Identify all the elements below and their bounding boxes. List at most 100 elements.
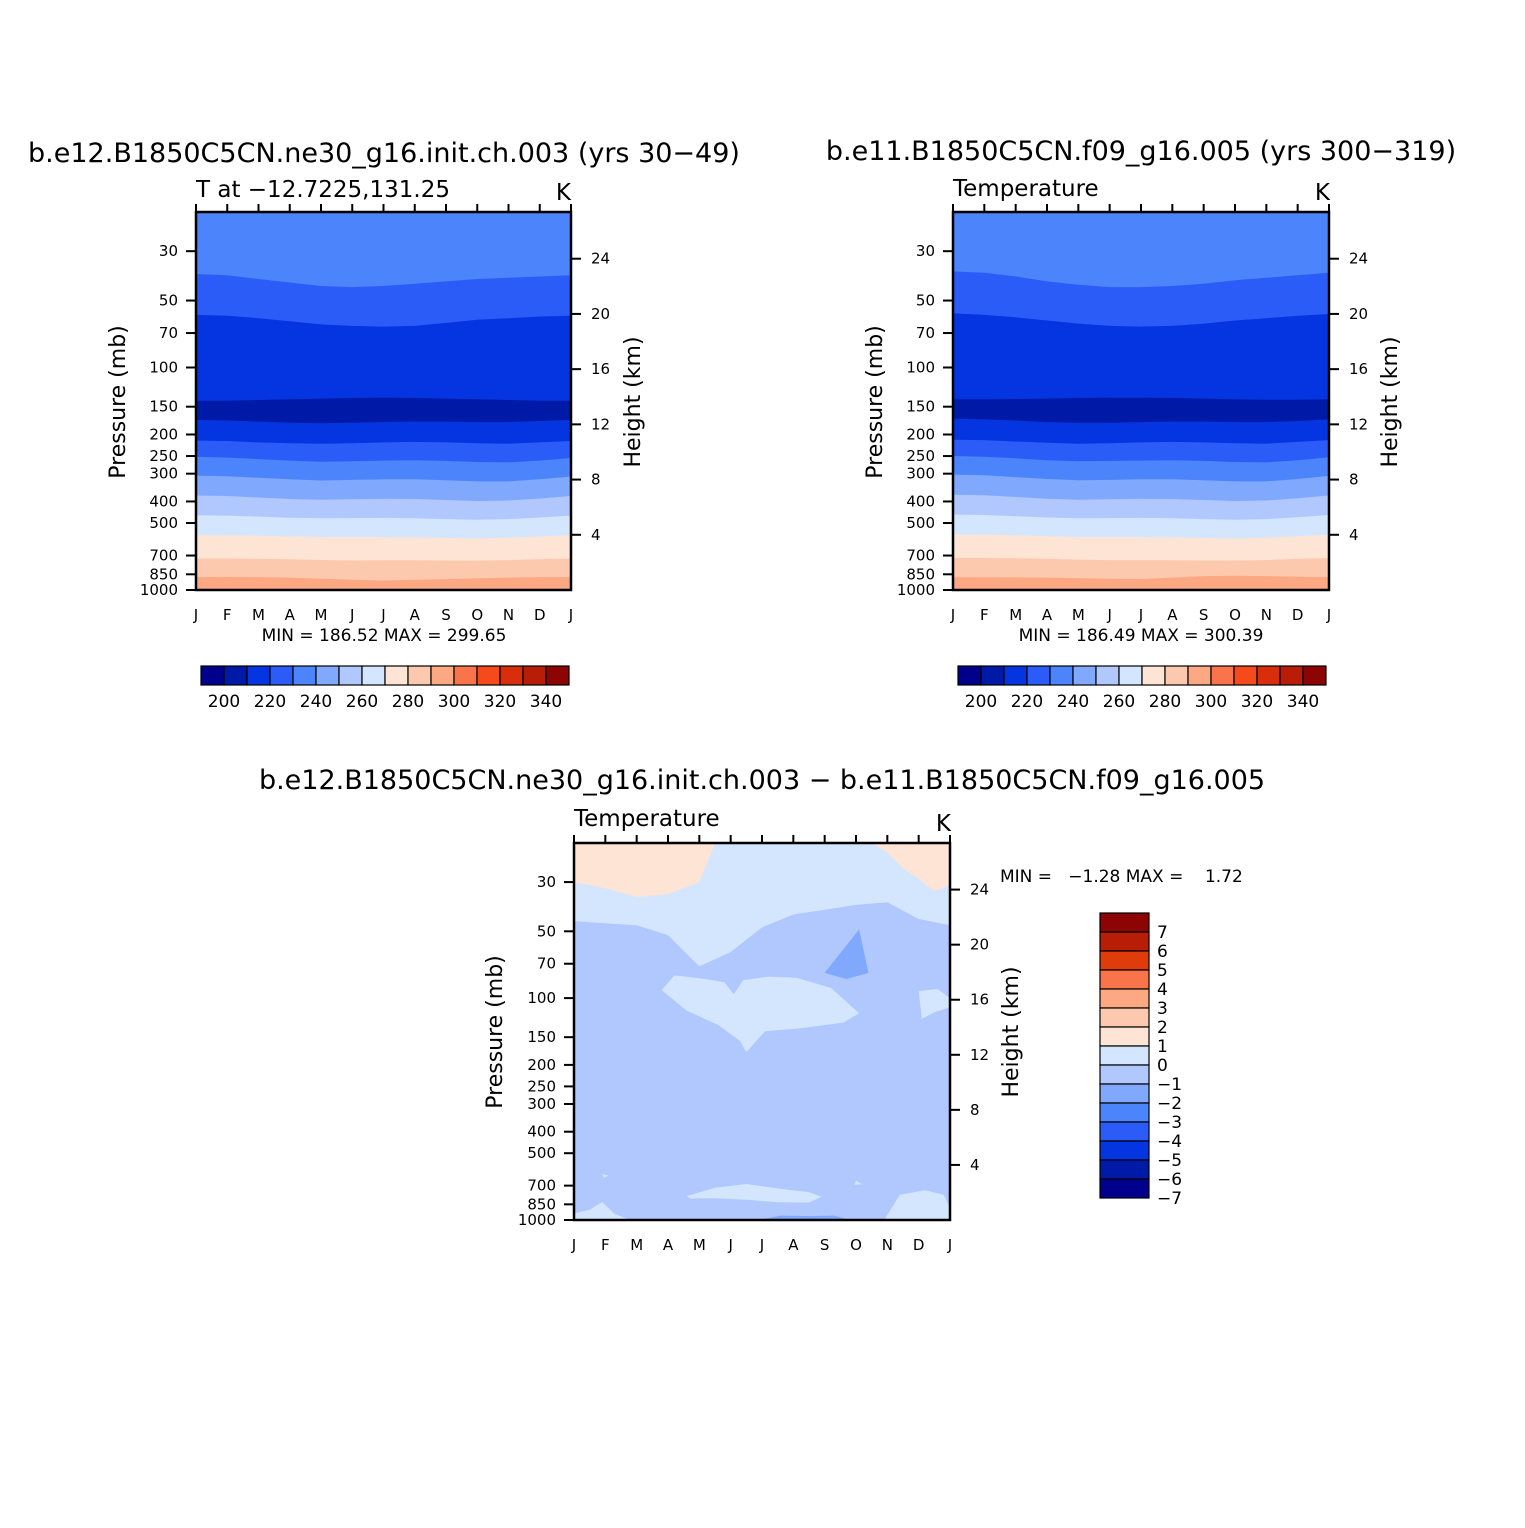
panel-3-contour-region bbox=[686, 1184, 822, 1203]
panel-2-x-tick-label: J bbox=[1326, 606, 1331, 624]
panel-2-x-tick-label: M bbox=[1009, 606, 1022, 624]
panel-1-y2-tick-label: 8 bbox=[591, 471, 601, 489]
panel-1-band bbox=[196, 576, 571, 590]
panel-3-contour-region bbox=[854, 1180, 863, 1185]
panel-1-x-tick-label: J bbox=[380, 606, 385, 624]
colorbar-box bbox=[1256, 665, 1281, 686]
panel-1-title: b.e12.B1850C5CN.ne30_g16.init.ch.003 (yr… bbox=[28, 138, 740, 169]
panel-3-contour-region bbox=[884, 1190, 950, 1220]
panel-1-x-tick-label: S bbox=[441, 606, 451, 624]
panel-1-fills bbox=[196, 212, 571, 590]
panel-1-y2-axis-label: Height (km) bbox=[621, 336, 646, 467]
colorbar-box bbox=[1099, 1102, 1150, 1123]
panel-3-x-tick-label: J bbox=[947, 1236, 952, 1254]
colorbar-box bbox=[957, 665, 982, 686]
panel-2-x-tick-label: J bbox=[1138, 606, 1143, 624]
colorbar-box bbox=[1049, 665, 1074, 686]
panel-3-y-tick-label: 700 bbox=[527, 1177, 556, 1195]
panel-1-y-tick-label: 200 bbox=[149, 425, 178, 443]
panel-3-x-tick-label: A bbox=[663, 1236, 674, 1254]
panel-3-y2-tick-label: 12 bbox=[970, 1046, 989, 1064]
panel-3-y-tick-label: 300 bbox=[527, 1095, 556, 1113]
colorbar-label: −3 bbox=[1157, 1113, 1182, 1133]
panel-3-y-tick-label: 500 bbox=[527, 1144, 556, 1162]
panel-2-y2-tick-label: 20 bbox=[1349, 305, 1368, 323]
colorbar-box bbox=[1099, 931, 1150, 952]
panel-2-y-axis-label: Pressure (mb) bbox=[863, 325, 888, 479]
panel-3-title: b.e12.B1850C5CN.ne30_g16.init.ch.003 − b… bbox=[259, 765, 1265, 796]
panel-1-y-tick-label: 700 bbox=[149, 547, 178, 565]
panel-3-y-tick-label: 70 bbox=[537, 955, 556, 973]
panel-1: b.e12.B1850C5CN.ne30_g16.init.ch.003 (yr… bbox=[28, 138, 740, 712]
colorbar-label: 240 bbox=[1057, 692, 1089, 712]
panel-2-y2-tick-label: 16 bbox=[1349, 360, 1368, 378]
panel-1-y-tick-label: 1000 bbox=[140, 581, 178, 599]
colorbar-box bbox=[384, 665, 409, 686]
panel-2-x-tick-label: J bbox=[1106, 606, 1111, 624]
panel-1-x-tick-label: O bbox=[471, 606, 483, 624]
colorbar-label: 300 bbox=[1195, 692, 1227, 712]
panel-3-y2-tick-label: 8 bbox=[970, 1101, 980, 1119]
panel-1-y-tick-label: 30 bbox=[159, 242, 178, 260]
panel-3-y2-tick-label: 4 bbox=[970, 1156, 980, 1174]
panel-2-x-tick-label: O bbox=[1229, 606, 1241, 624]
colorbar-box bbox=[1118, 665, 1143, 686]
colorbar-box bbox=[1099, 1045, 1150, 1066]
colorbar-box bbox=[1233, 665, 1258, 686]
panel-2-y2-tick-label: 4 bbox=[1349, 526, 1359, 544]
colorbar-label: 300 bbox=[438, 692, 470, 712]
colorbar-box bbox=[269, 665, 294, 686]
panel-2-y2-tick-label: 24 bbox=[1349, 250, 1368, 268]
panel-1-y-tick-label: 850 bbox=[149, 565, 178, 583]
colorbar-label: 2 bbox=[1157, 1018, 1168, 1038]
panel-1-y-tick-label: 500 bbox=[149, 514, 178, 532]
panel-3-y2-axis-label: Height (km) bbox=[999, 966, 1024, 1097]
panel-1-y-tick-label: 150 bbox=[149, 398, 178, 416]
panel-2-y2-axis-label: Height (km) bbox=[1378, 336, 1403, 467]
panel-3-y-tick-label: 200 bbox=[527, 1056, 556, 1074]
panel-3-y-tick-label: 850 bbox=[527, 1195, 556, 1213]
colorbar-box bbox=[200, 665, 225, 686]
panel-2-y-tick-label: 1000 bbox=[897, 581, 935, 599]
panel-2-left-label: Temperature bbox=[952, 176, 1099, 202]
panel-2-y2-tick-label: 12 bbox=[1349, 415, 1368, 433]
panel-3-y-tick-label: 150 bbox=[527, 1028, 556, 1046]
colorbar-box bbox=[1099, 1026, 1150, 1047]
colorbar-label: −1 bbox=[1157, 1075, 1182, 1095]
panel-2-y-tick-label: 500 bbox=[906, 514, 935, 532]
colorbar-label: 5 bbox=[1157, 961, 1168, 981]
colorbar-box bbox=[407, 665, 432, 686]
panel-3-x-tick-label: D bbox=[913, 1236, 925, 1254]
colorbar-box bbox=[980, 665, 1005, 686]
panel-3-y-tick-label: 50 bbox=[537, 922, 556, 940]
colorbar-box bbox=[1099, 969, 1150, 990]
panel-1-y-tick-label: 70 bbox=[159, 324, 178, 342]
panel-3-y-tick-label: 1000 bbox=[518, 1211, 556, 1229]
panel-3-x-tick-label: A bbox=[788, 1236, 799, 1254]
colorbar-box bbox=[1095, 665, 1120, 686]
panel-3-y-tick-label: 100 bbox=[527, 989, 556, 1007]
panel-1-y-tick-label: 100 bbox=[149, 359, 178, 377]
panel-3-y-tick-label: 250 bbox=[527, 1077, 556, 1095]
panel-3-contour-region bbox=[661, 975, 860, 1052]
panel-1-x-tick-label: D bbox=[534, 606, 546, 624]
colorbar-label: 220 bbox=[1011, 692, 1043, 712]
colorbar-label: 260 bbox=[346, 692, 378, 712]
colorbar-box bbox=[1099, 1007, 1150, 1028]
panel-1-y2-tick-label: 20 bbox=[591, 305, 610, 323]
panel-2-x-tick-label: D bbox=[1292, 606, 1304, 624]
panel-1-y-tick-label: 400 bbox=[149, 492, 178, 510]
colorbar-label: 7 bbox=[1157, 923, 1168, 943]
colorbar-label: −7 bbox=[1157, 1189, 1182, 1209]
colorbar-box bbox=[1003, 665, 1028, 686]
panel-2-y-tick-label: 150 bbox=[906, 398, 935, 416]
panel-2-y-tick-label: 700 bbox=[906, 547, 935, 565]
colorbar-label: 0 bbox=[1157, 1056, 1168, 1076]
colorbar-label: 320 bbox=[1241, 692, 1273, 712]
panel-2-y-tick-label: 200 bbox=[906, 425, 935, 443]
panel-3-x-tick-label: M bbox=[693, 1236, 706, 1254]
colorbar-box bbox=[453, 665, 478, 686]
colorbar-box bbox=[1072, 665, 1097, 686]
colorbar-box bbox=[1302, 665, 1327, 686]
colorbar-box bbox=[1210, 665, 1235, 686]
